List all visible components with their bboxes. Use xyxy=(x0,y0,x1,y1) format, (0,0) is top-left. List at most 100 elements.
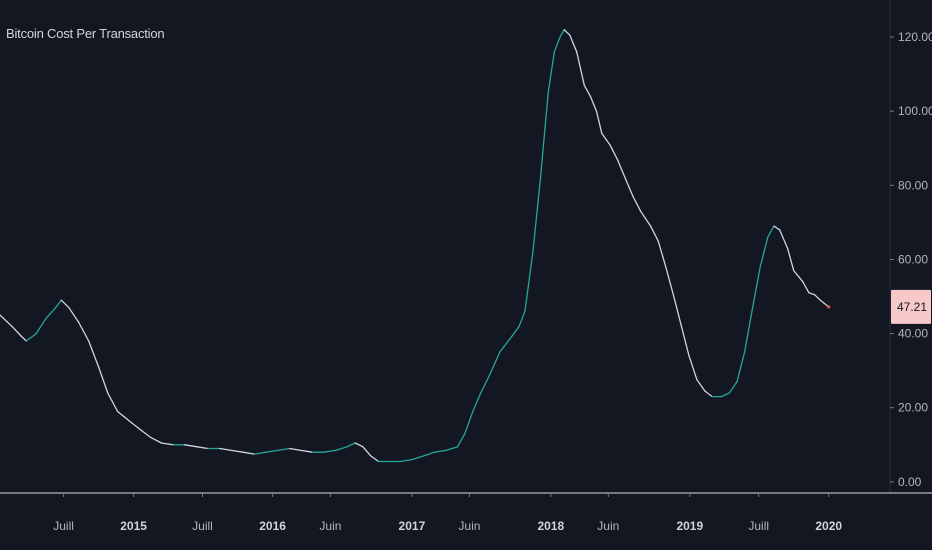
time-tick-label: 2019 xyxy=(676,519,703,533)
series-segment xyxy=(553,36,561,53)
series-segment xyxy=(370,455,380,463)
series-segment xyxy=(813,294,821,301)
series-segment xyxy=(218,447,233,452)
series-segment xyxy=(68,307,80,324)
series-segment xyxy=(116,410,130,422)
chart-title: Bitcoin Cost Per Transaction xyxy=(6,26,165,41)
series-segment xyxy=(759,236,769,268)
series-segment xyxy=(704,390,713,398)
time-tick-label: 2018 xyxy=(537,519,564,533)
series-segment xyxy=(499,338,511,353)
series-segment xyxy=(19,334,27,342)
series-segment xyxy=(265,449,279,453)
series-segment xyxy=(480,373,491,394)
series-segment xyxy=(720,392,731,398)
series-segment xyxy=(35,318,47,335)
price-tick-label: 20.00 xyxy=(898,401,928,415)
series-segment xyxy=(680,325,690,357)
series-segment xyxy=(140,429,152,439)
series-segment xyxy=(563,29,571,36)
plot-layer xyxy=(0,29,831,463)
series-segment xyxy=(589,95,598,112)
series-segment xyxy=(601,132,611,146)
series-segment xyxy=(54,299,62,309)
series-segment xyxy=(195,446,209,450)
series-segment xyxy=(254,451,267,455)
time-tick-label: Juill xyxy=(53,519,74,533)
series-segment xyxy=(335,446,348,452)
series-segment xyxy=(728,381,738,394)
series-segment xyxy=(518,310,526,327)
price-tick-label: 120.00 xyxy=(898,30,932,44)
series-segment xyxy=(25,332,37,342)
series-segment xyxy=(60,299,70,309)
series-segment xyxy=(576,51,585,86)
time-tick-label: Juin xyxy=(597,519,619,533)
price-tick-label: 60.00 xyxy=(898,253,928,267)
series-segment xyxy=(640,210,652,227)
series-segment xyxy=(808,292,816,296)
time-tick-label: Juill xyxy=(748,519,769,533)
series-segment xyxy=(657,240,667,268)
series-segment xyxy=(456,433,466,448)
time-tick-label: Juill xyxy=(192,519,213,533)
series-segment xyxy=(539,92,549,179)
series-segment xyxy=(751,266,761,309)
time-tick-label: 2017 xyxy=(399,519,426,533)
price-tick-label: 0.00 xyxy=(898,475,922,489)
series-segment xyxy=(128,420,142,431)
price-tick-label: 80.00 xyxy=(898,178,928,192)
series-segment xyxy=(773,225,781,231)
series-segment xyxy=(616,158,626,179)
series-segment xyxy=(362,446,372,457)
time-tick-label: 2015 xyxy=(120,519,147,533)
series-segment xyxy=(230,449,244,453)
series-segment xyxy=(107,392,119,413)
last-value-label: 47.21 xyxy=(897,300,927,314)
series-segment xyxy=(423,451,435,457)
last-value-badge xyxy=(891,289,931,324)
series-segment xyxy=(609,143,619,161)
series-segment xyxy=(509,325,520,340)
series-segment xyxy=(778,229,789,250)
series-segment xyxy=(767,225,775,238)
series-segment xyxy=(242,451,256,455)
series-segment xyxy=(736,351,746,383)
series-segment xyxy=(411,455,425,461)
price-tick-label: 100.00 xyxy=(898,104,932,118)
series-segment xyxy=(569,34,578,53)
series-segment xyxy=(183,444,198,448)
time-axis[interactable]: Juill 2015 Juill 2016 Juin 2017 Juin 2018 Juin 20… xyxy=(53,493,842,533)
series-segment xyxy=(88,340,100,368)
series-segment xyxy=(696,379,706,392)
series-segment xyxy=(300,449,314,453)
series-segment xyxy=(489,351,501,376)
axis-layer xyxy=(0,0,932,494)
series-segment xyxy=(97,366,109,394)
series-segment xyxy=(0,314,13,327)
series-segment xyxy=(150,436,163,444)
time-tick-label: 2020 xyxy=(815,519,842,533)
series-segment xyxy=(595,110,603,135)
series-end-point xyxy=(827,305,831,309)
last-value-marker: 47.21 xyxy=(891,289,931,324)
series-segment xyxy=(289,447,302,452)
price-axis[interactable]: 120.00 100.00 80.00 60.00 40.00 20.00 0.00 xyxy=(890,30,932,489)
time-tick-label: 2016 xyxy=(259,519,286,533)
series-segment xyxy=(819,299,830,308)
series-segment xyxy=(632,195,642,212)
series-segment xyxy=(45,307,57,320)
series-segment xyxy=(11,325,22,337)
series-segment xyxy=(160,442,174,446)
series-segment xyxy=(649,225,659,242)
series-segment xyxy=(433,449,447,453)
series-segment xyxy=(532,177,542,253)
series-segment xyxy=(464,410,474,435)
series-segment xyxy=(802,281,810,294)
series-segment xyxy=(583,84,592,98)
series-segment xyxy=(793,269,804,283)
series-segment xyxy=(547,51,555,94)
series-segment xyxy=(346,442,356,448)
